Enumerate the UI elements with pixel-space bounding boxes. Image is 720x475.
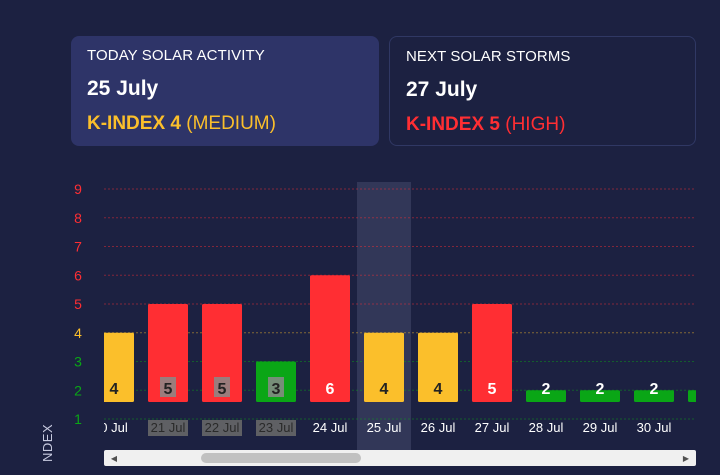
x-tick-label: 21 Jul: [151, 420, 186, 435]
x-tick-label: 29 Jul: [583, 420, 618, 435]
y-tick-label-9: 9: [74, 181, 82, 197]
bar-value-label: 4: [434, 381, 443, 398]
scroll-left-arrow-icon[interactable]: ◀: [110, 453, 118, 463]
y-tick-label-7: 7: [74, 239, 82, 255]
today-k-index: K-INDEX 4 (MEDIUM): [87, 113, 363, 135]
y-tick-label-8: 8: [74, 210, 82, 226]
bar-value-label: 5: [164, 381, 173, 398]
y-tick-label-5: 5: [74, 296, 82, 312]
bar: [104, 332, 134, 402]
bar-label-highlight: [160, 377, 176, 397]
bar: [148, 304, 188, 402]
bar: [310, 275, 350, 402]
next-k-value: K-INDEX 5: [406, 114, 500, 135]
x-tick-label: 25 Jul: [367, 420, 402, 435]
bar: [364, 332, 404, 402]
x-tick-label: 30 Jul: [637, 420, 672, 435]
bar: [526, 390, 566, 402]
bar-value-label: 5: [488, 381, 497, 398]
highlight-column: [357, 182, 411, 450]
x-label-highlight: [202, 420, 242, 436]
k-index-chart-svg: 1 2 3 4 5 6 7 8 9 4 0 Jul 5 21 Jul 5 22 Jul 3 23 Jul 6 24 …: [74, 181, 711, 450]
today-date: 25 July: [87, 77, 159, 100]
bar-label-highlight: [214, 377, 230, 397]
x-tick-label: 0 Jul: [100, 420, 128, 435]
bar-value-label: 3: [272, 381, 281, 398]
next-date: 27 July: [406, 78, 478, 101]
y-tick-label-3: 3: [74, 354, 82, 370]
bar: [580, 390, 620, 402]
x-tick-label: 27 Jul: [475, 420, 510, 435]
bar: [688, 390, 696, 402]
bar-value-label: 4: [110, 381, 119, 398]
bar: [472, 304, 512, 402]
bar: [418, 332, 458, 402]
chart-horizontal-scrollbar[interactable]: ◀ ▶: [104, 450, 696, 466]
y-tick-label-1: 1: [74, 411, 82, 427]
y-tick-label-6: 6: [74, 267, 82, 283]
x-tick-label: 28 Jul: [529, 420, 564, 435]
today-k-level: (MEDIUM): [186, 113, 276, 134]
x-tick-label: 3: [704, 420, 711, 435]
bars-group: 4 0 Jul 5 21 Jul 5 22 Jul 3 23 Jul 6 24 Jul 4 25 Ju…: [100, 275, 711, 436]
bar-value-label: 6: [326, 381, 335, 398]
x-tick-label: 24 Jul: [313, 420, 348, 435]
next-k-level: (HIGH): [505, 114, 566, 135]
today-k-value: K-INDEX 4: [87, 113, 181, 134]
y-tick-label-4: 4: [74, 325, 82, 341]
today-card-title: TODAY SOLAR ACTIVITY: [87, 47, 265, 64]
bar: [634, 390, 674, 402]
x-tick-label: 22 Jul: [205, 420, 240, 435]
bar-value-label: 5: [218, 381, 227, 398]
x-label-highlight: [256, 420, 296, 436]
x-tick-label: 23 Jul: [259, 420, 294, 435]
k-index-chart: 1 2 3 4 5 6 7 8 9 4 0 Jul 5 21 Jul 5 22 Jul 3 23 Jul 6 24 …: [0, 170, 720, 475]
next-k-index: K-INDEX 5 (HIGH): [406, 114, 679, 136]
bar-value-label: 2: [542, 381, 551, 398]
bar-value-label: 4: [380, 381, 389, 398]
today-activity-card: TODAY SOLAR ACTIVITY 25 July K-INDEX 4 (…: [71, 36, 379, 146]
bar-value-label: 2: [650, 381, 659, 398]
y-axis-title: NDEX: [40, 423, 55, 462]
x-tick-label: 26 Jul: [421, 420, 456, 435]
scroll-thumb[interactable]: [201, 453, 361, 463]
y-tick-label-2: 2: [74, 382, 82, 398]
next-card-title: NEXT SOLAR STORMS: [406, 48, 571, 65]
x-label-highlight: [148, 420, 188, 436]
bar: [202, 304, 242, 402]
next-storms-card: NEXT SOLAR STORMS 27 July K-INDEX 5 (HIG…: [389, 36, 696, 146]
scroll-right-arrow-icon[interactable]: ▶: [682, 453, 690, 463]
bar-label-highlight: [268, 377, 284, 397]
bar-value-label: 2: [596, 381, 605, 398]
